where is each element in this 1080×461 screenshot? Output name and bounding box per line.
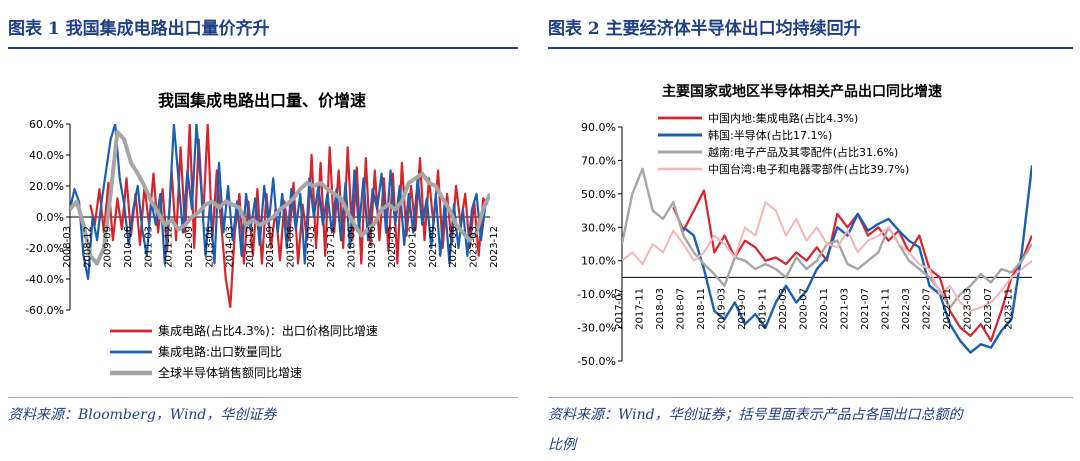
x-tick-label: 2011-12 [164,226,175,268]
legend-label: 越南:电子产品及其零配件(占比31.6%) [708,145,898,159]
x-tick-label: 2017-03 [306,226,317,268]
y-tick-label: 50.0% [581,188,616,201]
y-tick-label: 40.0% [29,149,64,162]
x-tick-label: 2014-12 [245,226,256,268]
figure2-bottom-rule [548,397,1073,398]
x-tick-label: 2014-03 [225,226,236,268]
chart1: 我国集成电路出口量、价增速 60.0% 40.0% 20.0% 0.0% -20.0% -… [25,91,500,380]
x-tick-label: 2012-09 [184,226,195,268]
x-tick-label: 2008-12 [82,226,93,268]
x-tick-label: 2020-03 [387,226,398,268]
chart2: 主要国家或地区半导体相关产品出口同比增速 90.0% 70.0% 50.0% 30.0… [577,83,1032,368]
y-tick-label: -30.0% [577,322,616,335]
x-tick-label: 2010-06 [123,226,134,268]
legend-label: 韩国:半导体(占比17.1%) [708,128,832,142]
x-tick-label: 2018-11 [696,288,707,330]
x-tick-label: 2017-07 [614,288,625,330]
y-tick-label: 10.0% [581,255,616,268]
y-tick-label: 60.0% [29,118,64,131]
figure2-source-line1: 资料来源：Wind，华创证券；括号里面表示产品占各国出口总额的 [548,407,963,423]
x-tick-label: 2020-12 [407,226,418,268]
y-tick-label: 30.0% [581,221,616,234]
legend-label: 中国台湾:电子和电器零部件(占比39.7%) [708,162,909,176]
x-tick-label: 2020-11 [819,288,830,330]
legend-label: 全球半导体销售额同比增速 [158,365,302,380]
x-tick-label: 2009-09 [103,226,114,268]
x-tick-label: 2022-11 [942,288,953,330]
x-tick-label: 2022-03 [901,288,912,330]
x-tick-label: 2019-07 [737,288,748,330]
x-tick-label: 2021-07 [860,288,871,330]
x-tick-label: 2013-06 [204,226,215,268]
figure1-top-rule [8,47,518,49]
x-tick-label: 2021-09 [428,226,439,268]
series-line-2 [622,167,1032,309]
x-tick-label: 2023-07 [983,288,994,330]
x-tick-label: 2023-12 [489,226,500,268]
x-tick-label: 2020-03 [778,288,789,330]
series-line-1 [682,165,1032,354]
legend-label: 中国内地:集成电路(占比4.3%) [708,111,858,125]
figure1-source: 资料来源：Bloomberg，Wind，华创证券 [8,407,277,423]
x-tick-label: 2011-03 [143,226,154,268]
y-tick-label: 70.0% [581,154,616,167]
x-tick-label: 2023-03 [963,288,974,330]
series-line-1 [70,124,490,281]
x-tick-label: 2016-06 [286,226,297,268]
legend-label: 集成电路(占比4.3%)：出口价格同比增速 [158,323,378,338]
figure2-top-rule [548,47,1073,49]
figure2-heading: 图表 2 主要经济体半导体出口均持续回升 [548,19,861,39]
series-line-2 [70,129,490,266]
y-tick-label: -60.0% [25,304,64,317]
x-tick-label: 2019-11 [758,288,769,330]
x-tick-label: 2022-06 [448,226,459,268]
x-tick-label: 2022-07 [922,288,933,330]
x-tick-label: 2017-11 [635,288,646,330]
figure2-source-line2: 比例 [548,437,576,453]
x-tick-label: 2021-03 [840,288,851,330]
x-tick-label: 2019-03 [717,288,728,330]
x-tick-label: 2018-03 [655,288,666,330]
x-tick-label: 2023-11 [1004,288,1015,330]
figure1-bottom-rule [8,397,518,398]
x-tick-label: 2015-09 [265,226,276,268]
series-line-3 [622,201,1032,312]
x-tick-label: 2023-03 [468,226,479,268]
x-tick-label: 2021-11 [881,288,892,330]
x-tick-label: 2019-06 [367,226,378,268]
y-tick-label: -50.0% [577,355,616,368]
y-tick-label: -10.0% [577,288,616,301]
y-tick-label: 90.0% [581,121,616,134]
y-tick-label: -20.0% [25,242,64,255]
chart2-title: 主要国家或地区半导体相关产品出口同比增速 [662,83,942,100]
x-tick-label: 2018-09 [347,226,358,268]
x-tick-label: 2017-12 [326,226,337,268]
y-tick-label: -40.0% [25,273,64,286]
x-tick-label: 2020-07 [799,288,810,330]
chart1-title: 我国集成电路出口量、价增速 [158,91,366,110]
figure1-heading: 图表 1 我国集成电路出口量价齐升 [8,19,270,39]
legend-label: 集成电路:出口数量同比 [158,344,282,359]
x-tick-label: 2018-07 [676,288,687,330]
x-tick-label: 2008-03 [62,226,73,268]
y-tick-label: 0.0% [36,211,64,224]
y-tick-label: 20.0% [29,180,64,193]
